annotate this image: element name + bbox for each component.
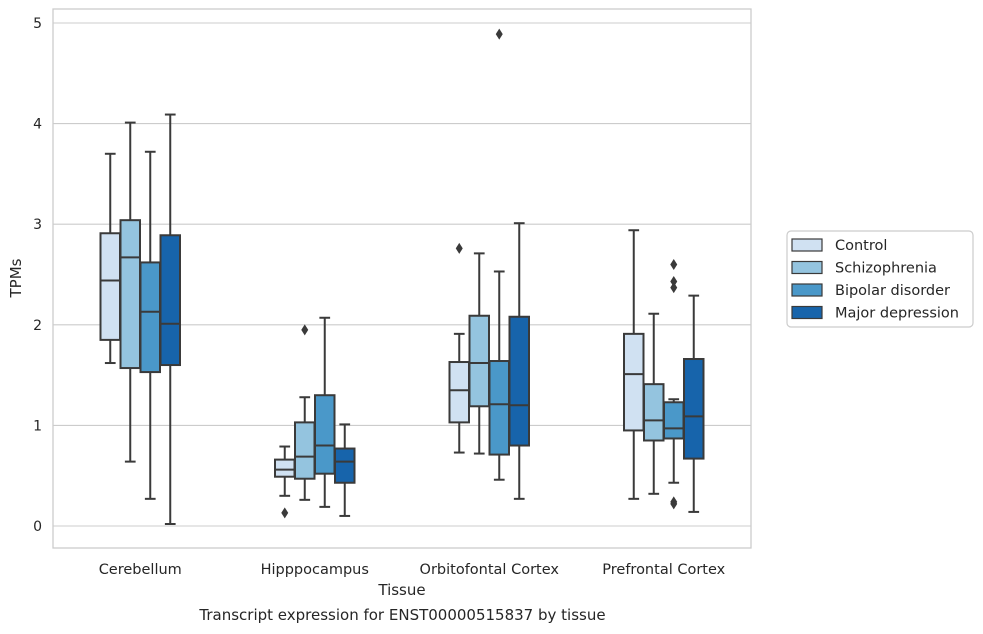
box-iqr xyxy=(99,232,121,341)
legend-swatch xyxy=(791,260,823,275)
box-iqr xyxy=(119,219,141,370)
outlier-point xyxy=(281,507,289,519)
box-control xyxy=(448,242,470,454)
box-schizophrenia xyxy=(643,312,665,495)
x-axis-label: Tissue xyxy=(377,581,425,599)
x-tick-labels: Cerebellum Hipppocampus Orbitofontal Corte… xyxy=(99,562,726,578)
box-iqr xyxy=(683,358,705,460)
outlier-point xyxy=(670,498,678,510)
plot-frame xyxy=(52,8,752,549)
y-tick-labels: 0 1 2 3 4 5 xyxy=(33,16,42,535)
legend-swatch xyxy=(791,238,823,252)
legend-frame xyxy=(786,230,974,328)
outlier-point xyxy=(301,324,309,336)
boxes xyxy=(99,28,705,525)
box-control xyxy=(274,445,296,519)
legend-label: Schizophrenia xyxy=(835,261,937,277)
legend: Control Schizophrenia Bipolar disorder Majo… xyxy=(786,230,974,328)
box-major-depression xyxy=(159,113,181,525)
y-tick-label: 1 xyxy=(33,418,42,434)
box-bipolar-disorder xyxy=(663,258,685,510)
y-tick-label: 2 xyxy=(33,318,42,334)
outlier-point xyxy=(670,258,678,270)
legend-swatch xyxy=(791,305,823,320)
y-axis-label: TPMs xyxy=(7,258,25,298)
x-tick-label: Prefrontal Cortex xyxy=(602,562,725,578)
box-control xyxy=(99,152,121,365)
outlier-point xyxy=(455,242,463,254)
outlier-point xyxy=(495,28,503,40)
x-tick-label: Cerebellum xyxy=(99,562,182,578)
box-iqr xyxy=(139,261,161,374)
y-tick-label: 5 xyxy=(33,16,42,32)
box-bipolar-disorder xyxy=(488,28,510,481)
outlier-point xyxy=(670,282,678,294)
x-tick-label: Hipppocampus xyxy=(261,562,369,578)
box-control xyxy=(623,229,645,500)
legend-label: Control xyxy=(835,238,887,254)
legend-label: Major depression xyxy=(835,306,959,322)
legend-label: Bipolar disorder xyxy=(835,283,950,299)
box-iqr xyxy=(643,383,665,442)
box-major-depression xyxy=(508,222,530,500)
box-iqr xyxy=(314,394,336,475)
box-iqr xyxy=(159,234,181,367)
box-major-depression xyxy=(683,294,705,513)
box-schizophrenia xyxy=(468,252,490,455)
box-bipolar-disorder xyxy=(139,150,161,500)
y-tick-label: 0 xyxy=(33,519,42,535)
y-tick-label: 4 xyxy=(33,117,42,133)
x-tick-label: Orbitofontal Cortex xyxy=(420,562,560,578)
outlier-point xyxy=(670,276,678,288)
box-iqr xyxy=(274,458,296,478)
box-schizophrenia xyxy=(294,324,316,501)
box-iqr xyxy=(448,361,470,424)
box-iqr xyxy=(663,401,685,440)
box-iqr xyxy=(334,447,356,484)
box-iqr xyxy=(294,421,316,480)
box-iqr xyxy=(508,315,530,447)
box-iqr xyxy=(623,332,645,432)
box-iqr xyxy=(468,314,490,408)
box-bipolar-disorder xyxy=(314,316,336,508)
legend-swatch xyxy=(791,283,823,297)
box-iqr xyxy=(488,360,510,456)
chart-caption: Transcript expression for ENST0000051583… xyxy=(199,606,606,624)
y-tick-label: 3 xyxy=(33,217,42,233)
box-major-depression xyxy=(334,423,356,517)
box-schizophrenia xyxy=(119,121,141,463)
